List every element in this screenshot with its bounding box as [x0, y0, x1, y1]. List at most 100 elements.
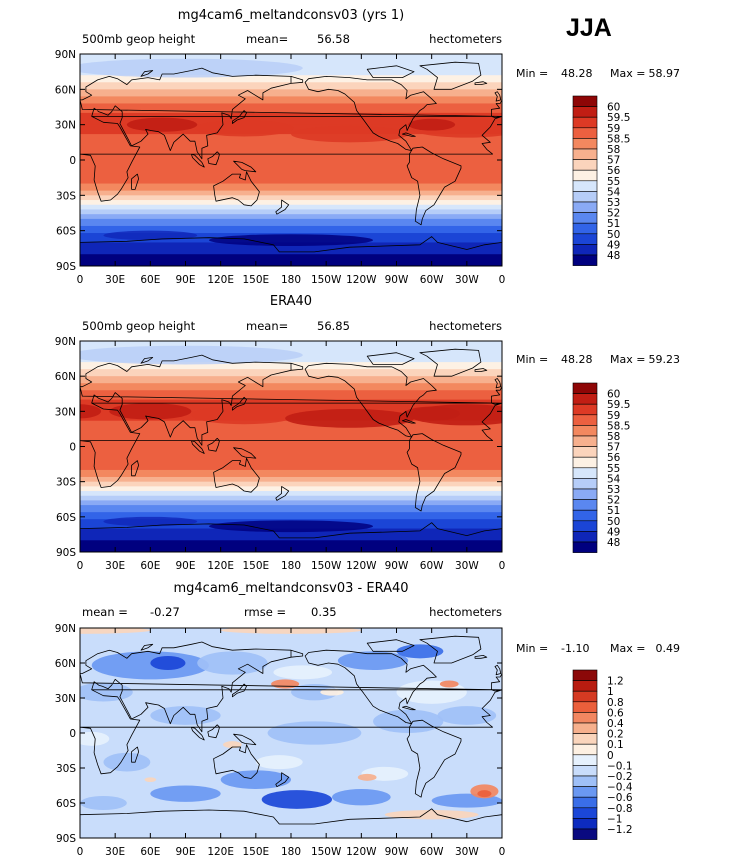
x-tick-label: 120W: [346, 274, 377, 286]
colorbar-box: [572, 733, 598, 745]
colorbar-box: [572, 254, 598, 266]
field-maximum: [285, 408, 415, 428]
field-band: [80, 500, 502, 506]
mean-label: mean=: [246, 319, 288, 333]
field-band: [80, 254, 502, 266]
colorbar-box: [572, 191, 598, 203]
coastline: [80, 348, 502, 552]
colorbar-label: 49: [607, 526, 620, 538]
colorbar-label: 59: [607, 410, 620, 422]
y-tick-label: 60S: [56, 226, 76, 238]
field-band: [80, 369, 502, 377]
field-band: [80, 432, 502, 448]
colorbar-box: [572, 169, 598, 182]
y-tick-label: 30N: [55, 120, 76, 132]
field-anomaly: [150, 656, 186, 670]
field-anomaly: [437, 706, 497, 725]
colorbar-box: [572, 690, 598, 703]
field-minimum: [80, 58, 303, 78]
colorbar-box: [572, 680, 598, 692]
colorbar-box: [572, 425, 598, 437]
field-minimum: [103, 230, 198, 241]
field-band: [80, 505, 502, 513]
y-tick-label: 90S: [56, 833, 76, 845]
colorbar-box: [572, 499, 598, 511]
colorbar-box: [572, 403, 598, 416]
field-minimum: [208, 520, 374, 533]
field-anomaly: [267, 721, 362, 745]
x-tick-label: 60W: [420, 274, 444, 286]
field-anomaly: [291, 684, 338, 701]
map-field-3: [80, 628, 502, 838]
max-value: 58.97: [649, 67, 681, 80]
colorbar-box: [572, 796, 598, 809]
x-tick-label: 0: [77, 560, 84, 572]
colorbar-label: 50: [607, 516, 620, 528]
y-tick-label: 90N: [55, 49, 76, 61]
x-tick-label: 90W: [385, 274, 409, 286]
colorbar-label: 58: [607, 144, 620, 156]
colorbar-label: 52: [607, 208, 620, 220]
field-maximum: [291, 125, 409, 143]
field-anomaly: [80, 682, 133, 702]
field-anomaly: [337, 651, 409, 671]
colorbar-box: [572, 541, 598, 553]
x-tick-label: 120W: [346, 560, 377, 572]
x-tick-label: 90W: [385, 846, 409, 858]
x-tick-label: 30W: [455, 846, 479, 858]
field-band: [80, 218, 502, 227]
colorbar-box: [572, 754, 598, 766]
colorbar-box: [572, 435, 598, 447]
y-tick-label: 90S: [56, 547, 76, 559]
colorbar-box: [572, 222, 598, 235]
colorbar-label: 0.2: [607, 729, 624, 741]
mean-label: mean=: [246, 32, 288, 46]
colorbar-label: 1: [607, 686, 614, 698]
coastline: [80, 635, 502, 838]
colorbar-label: 48: [607, 537, 620, 549]
coastline: [80, 61, 502, 266]
colorbar-box: [572, 765, 598, 777]
x-tick-label: 60W: [420, 560, 444, 572]
colorbar-box: [572, 786, 598, 798]
colorbar-box: [572, 456, 598, 469]
field-band: [80, 458, 502, 471]
field-band: [80, 512, 502, 520]
field-anomaly: [373, 709, 444, 733]
colorbar-box: [572, 531, 598, 543]
colorbar-box: [572, 106, 598, 118]
colorbar-box: [572, 807, 598, 819]
field-maximum: [191, 405, 297, 425]
field-band: [80, 82, 502, 90]
x-tick-label: 90E: [176, 274, 196, 286]
x-tick-label: 60W: [420, 846, 444, 858]
colorbar-box: [572, 382, 598, 394]
y-tick-label: 0: [69, 155, 76, 167]
colorbar-label: 53: [607, 484, 620, 496]
field-minimum: [103, 516, 198, 527]
colorbar-box: [572, 775, 598, 787]
colorbar-label: 0.6: [607, 707, 624, 719]
colorbar-label: 55: [607, 176, 620, 188]
field-anomaly: [273, 665, 333, 680]
x-tick-label: 120W: [346, 846, 377, 858]
rmse-value: 0.35: [311, 605, 337, 619]
panel-title: ERA40: [270, 294, 312, 309]
field-anomaly: [255, 755, 303, 770]
colorbar-box: [572, 138, 598, 150]
x-tick-label: 0: [77, 846, 84, 858]
min-value: -1.10: [561, 642, 589, 655]
field-anomaly: [320, 688, 344, 696]
x-tick-label: 150W: [311, 560, 342, 572]
colorbar-box: [572, 520, 598, 532]
x-tick-label: 120E: [207, 560, 234, 572]
x-tick-label: 60E: [140, 560, 160, 572]
field-anomaly: [332, 789, 391, 806]
field-anomaly: [271, 679, 300, 689]
colorbar-box: [572, 446, 598, 458]
y-tick-label: 90N: [55, 623, 76, 635]
x-tick-label: 30E: [105, 846, 125, 858]
field-maximum: [80, 404, 102, 419]
min-value: 48.28: [561, 67, 593, 80]
